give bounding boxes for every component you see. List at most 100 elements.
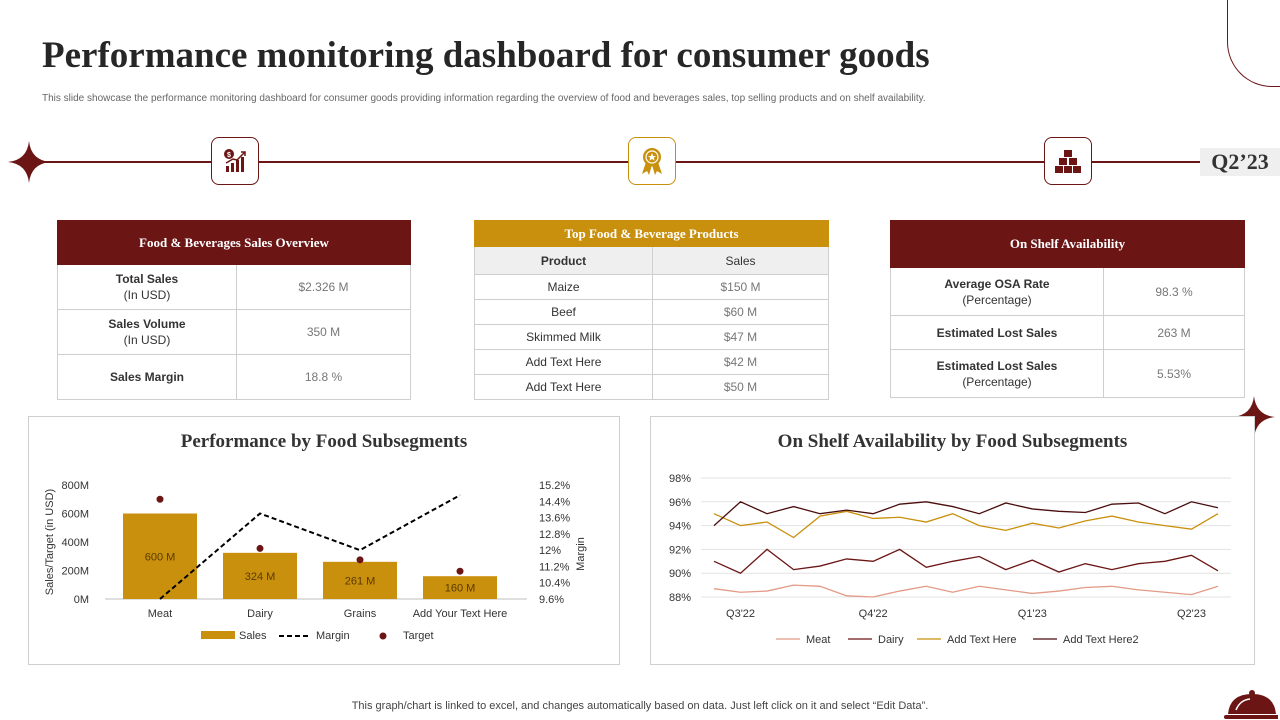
row-value: $2.326 M (236, 264, 411, 310)
series-line-add-text-here (713, 510, 1219, 539)
row-label: Sales Volume (108, 317, 186, 331)
y2-axis-label: Margin (575, 537, 587, 571)
table-row: Beef $60 M (474, 299, 829, 325)
y-tick-label: 400M (61, 537, 89, 549)
timeline-line (40, 161, 1200, 163)
table-row: Estimated Lost Sales (Percentage) 5.53% (890, 349, 1245, 398)
product-sales: $60 M (652, 299, 829, 325)
performance-chart-panel: Performance by Food Subsegments 0M 200M 40… (28, 416, 620, 665)
product-sales: $42 M (652, 349, 829, 375)
table-row: Maize $150 M (474, 274, 829, 300)
row-value: 18.8 % (236, 354, 411, 400)
bar-data-label: 261 M (345, 575, 376, 587)
x-tick-label: Q2'23 (1177, 608, 1206, 620)
target-point (156, 495, 164, 503)
food-cloche-icon (1224, 690, 1278, 719)
svg-text:$: $ (227, 152, 231, 159)
footer-note: This graph/chart is linked to excel, and… (351, 700, 929, 712)
x-tick-label: Q3'22 (726, 608, 755, 620)
y2-tick-label: 12% (539, 545, 561, 557)
series-line-add-text-here2 (713, 501, 1219, 527)
legend-label: Add Text Here (947, 634, 1017, 646)
legend-target-swatch (379, 632, 387, 640)
product-sales: $50 M (652, 374, 829, 400)
x-tick-label: Add Your Text Here (413, 608, 508, 620)
bar-sales-grains (323, 561, 397, 599)
row-value: 263 M (1103, 315, 1245, 350)
y2-tick-label: 15.2% (539, 480, 570, 492)
y-tick-label: 0M (74, 594, 89, 606)
y2-tick-label: 12.8% (539, 529, 570, 541)
row-label: Sales Margin (109, 370, 185, 384)
y-tick-label: 200M (61, 566, 89, 578)
table-row: Add Text Here $42 M (474, 349, 829, 375)
page-subtitle: This slide showcase the performance moni… (42, 93, 926, 104)
sales-overview-title: Food & Beverages Sales Overview (57, 220, 411, 265)
shelf-availability-title: On Shelf Availability (890, 220, 1245, 268)
series-line-dairy (713, 548, 1219, 574)
product-name: Add Text Here (474, 374, 653, 400)
bar-sales-meat (123, 513, 197, 599)
target-point (456, 567, 464, 575)
legend-target-label: Target (403, 630, 434, 642)
performance-chart: 0M 200M 400M 600M 800M 9.6% 10.4% 11.2% 12% 12.8%… (44, 480, 587, 642)
table-header-row: Product Sales (474, 246, 829, 275)
x-tick-label: Dairy (247, 608, 273, 620)
product-name: Beef (474, 299, 653, 325)
row-label: Estimated Lost Sales (936, 325, 1058, 340)
bar-sales-dairy (223, 552, 297, 599)
y2-tick-label: 11.2% (539, 561, 570, 573)
row-sublabel: (In USD) (123, 288, 171, 302)
product-name: Maize (474, 274, 653, 300)
target-point (256, 544, 264, 552)
table-row: Average OSA Rate (Percentage) 98.3 % (890, 267, 1245, 316)
sparkle-star-left-icon (8, 141, 50, 183)
row-sublabel: (Percentage) (962, 374, 1032, 389)
legend-sales-label: Sales (239, 630, 267, 642)
chart-title: Performance by Food Subsegments (180, 431, 468, 452)
y-axis-label: Sales/Target (in USD) (44, 489, 56, 595)
y2-tick-label: 13.6% (539, 513, 570, 525)
row-label: Total Sales (115, 272, 179, 286)
y-tick-label: 96% (669, 497, 691, 509)
column-header-sales: Sales (652, 246, 829, 275)
column-header-product: Product (474, 246, 653, 275)
bar-data-label: 324 M (245, 571, 276, 583)
bar-data-label: 160 M (445, 583, 476, 595)
x-tick-label: Q1'23 (1018, 608, 1047, 620)
quarter-label: Q2’23 (1200, 148, 1280, 176)
row-label: Average OSA Rate (944, 276, 1050, 291)
table-row: Add Text Here $50 M (474, 374, 829, 400)
shelf-availability-table: On Shelf Availability Average OSA Rate (P… (890, 220, 1245, 398)
y-tick-label: 90% (669, 568, 691, 580)
series-line-meat (713, 584, 1219, 598)
row-sublabel: (Percentage) (962, 292, 1032, 307)
legend-margin-label: Margin (316, 630, 350, 642)
table-row: Sales Margin 18.8 % (57, 354, 411, 400)
osa-chart-panel: On Shelf Availability by Food Subsegment… (650, 416, 1255, 665)
bar-data-label: 600 M (145, 551, 176, 563)
y2-tick-label: 9.6% (539, 594, 564, 606)
product-sales: $150 M (652, 274, 829, 300)
y-tick-label: 800M (61, 480, 89, 492)
sales-growth-icon: $ (211, 137, 259, 185)
stacked-boxes-icon (1044, 137, 1092, 185)
bar-sales-add-your-text-here (423, 576, 497, 599)
product-name: Add Text Here (474, 349, 653, 375)
top-products-table: Top Food & Beverage Products Product Sal… (474, 220, 829, 400)
table-row: Skimmed Milk $47 M (474, 324, 829, 350)
margin-line (159, 494, 461, 600)
product-sales: $47 M (652, 324, 829, 350)
legend-sales-swatch (201, 631, 235, 639)
legend-label: Dairy (878, 634, 904, 646)
target-point (356, 556, 364, 564)
y2-tick-label: 14.4% (539, 496, 570, 508)
x-tick-label: Meat (148, 608, 172, 620)
sales-overview-table: Food & Beverages Sales Overview Total Sa… (57, 220, 411, 400)
y-tick-label: 98% (669, 473, 691, 485)
row-value: 350 M (236, 309, 411, 355)
y-tick-label: 88% (669, 592, 691, 604)
y-tick-label: 94% (669, 521, 691, 533)
top-products-title: Top Food & Beverage Products (474, 220, 829, 247)
chart-title: On Shelf Availability by Food Subsegment… (777, 431, 1128, 452)
